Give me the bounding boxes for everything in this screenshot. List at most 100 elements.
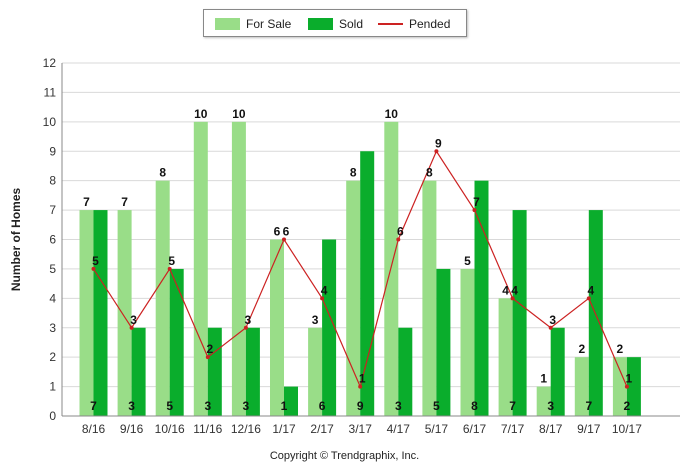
data-label-sold: 7 (585, 399, 592, 413)
pended-point (129, 325, 134, 330)
data-label-pended: 3 (245, 313, 252, 327)
pended-point (434, 149, 439, 154)
data-label-pended: 6 (283, 225, 290, 239)
bar-for-sale (460, 268, 475, 416)
data-label-for-sale: 8 (350, 166, 357, 180)
data-label-sold: 3 (395, 399, 402, 413)
x-tick-label: 11/16 (193, 422, 222, 436)
bar-for-sale (155, 180, 170, 416)
legend-item-for-sale: For Sale (215, 17, 291, 31)
pended-point (624, 384, 629, 389)
data-label-for-sale: 10 (385, 107, 399, 121)
pended-point (396, 237, 401, 242)
x-tick-label: 8/16 (82, 422, 106, 436)
bar-sold (360, 151, 375, 416)
bar-for-sale (308, 327, 323, 416)
y-tick-label: 3 (49, 321, 56, 335)
data-label-pended: 1 (359, 372, 366, 386)
data-label-pended: 1 (626, 372, 633, 386)
bars (79, 121, 641, 416)
bar-for-sale (117, 210, 132, 416)
data-label-sold: 9 (357, 399, 364, 413)
x-tick-label: 5/17 (425, 422, 449, 436)
data-label-pended: 3 (130, 313, 137, 327)
legend-item-pended: Pended (378, 17, 450, 31)
pended-point (510, 296, 515, 301)
data-label-sold: 5 (166, 399, 173, 413)
legend-label-sold: Sold (339, 17, 364, 31)
data-label-pended: 7 (473, 195, 480, 209)
data-label-sold: 3 (128, 399, 135, 413)
data-label-sold: 7 (509, 399, 516, 413)
pended-point (472, 208, 477, 213)
y-tick-label: 10 (43, 115, 57, 129)
data-label-for-sale: 10 (232, 107, 246, 121)
pended-point (548, 325, 553, 330)
data-label-sold: 3 (243, 399, 250, 413)
bar-for-sale (193, 121, 208, 416)
data-label-for-sale: 8 (426, 166, 433, 180)
y-tick-label: 0 (49, 409, 56, 423)
pended-point (205, 355, 210, 360)
data-label-pended: 9 (435, 136, 442, 150)
y-axis-title: Number of Homes (9, 188, 23, 292)
x-tick-label: 3/17 (349, 422, 373, 436)
x-tick-label: 7/17 (501, 422, 525, 436)
data-label-for-sale: 2 (578, 342, 585, 356)
data-label-sold: 3 (547, 399, 554, 413)
legend-label-for-sale: For Sale (246, 17, 292, 31)
data-label-pended: 3 (549, 313, 556, 327)
y-tick-label: 1 (49, 380, 56, 394)
pended-line (91, 149, 629, 389)
data-label-for-sale: 1 (540, 372, 547, 386)
legend-swatch-for-sale (215, 18, 240, 30)
data-label-sold: 3 (204, 399, 211, 413)
data-label-pended: 4 (321, 283, 328, 297)
pended-point (243, 325, 248, 330)
data-label-for-sale: 6 (274, 225, 281, 239)
legend-swatch-sold (308, 18, 333, 30)
bar-sold (474, 180, 489, 416)
pended-point (586, 296, 591, 301)
x-tick-label: 9/17 (577, 422, 601, 436)
data-label-pended: 5 (168, 254, 175, 268)
y-tick-label: 6 (49, 233, 56, 247)
data-label-sold: 2 (624, 399, 631, 413)
bar-for-sale (79, 210, 94, 416)
data-label-for-sale: 3 (312, 313, 319, 327)
x-tick-label: 8/17 (539, 422, 563, 436)
bar-sold (131, 327, 146, 416)
data-label-pended: 5 (92, 254, 99, 268)
y-tick-label: 2 (49, 350, 56, 364)
data-label-pended: 4 (511, 283, 518, 297)
data-label-sold: 6 (319, 399, 326, 413)
x-tick-label: 6/17 (463, 422, 487, 436)
pended-point (320, 296, 325, 301)
data-labels: 7773851031036136891038558471327225352364… (83, 107, 632, 413)
bar-sold (284, 386, 298, 416)
bar-for-sale (270, 239, 284, 416)
y-tick-label: 9 (49, 144, 56, 158)
x-tick-label: 4/17 (387, 422, 411, 436)
legend-label-pended: Pended (409, 17, 451, 31)
bar-sold (322, 239, 337, 416)
bar-for-sale (231, 121, 246, 416)
data-label-sold: 5 (433, 399, 440, 413)
y-tick-label: 11 (44, 85, 57, 99)
data-label-for-sale: 7 (121, 195, 128, 209)
legend-item-sold: Sold (308, 17, 363, 31)
bar-sold (169, 268, 184, 416)
y-tick-label: 12 (43, 56, 57, 70)
bar-sold (436, 268, 451, 416)
pended-point (358, 384, 363, 389)
bar-for-sale (422, 180, 437, 416)
bar-sold (93, 210, 108, 416)
bar-sold (245, 327, 260, 416)
data-label-for-sale: 5 (464, 254, 471, 268)
bar-for-sale (536, 386, 551, 416)
data-label-sold: 8 (471, 399, 478, 413)
x-tick-label: 9/16 (120, 422, 144, 436)
x-tick-label: 12/16 (231, 422, 261, 436)
